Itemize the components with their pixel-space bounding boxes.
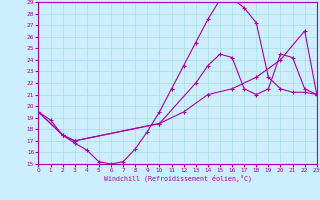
X-axis label: Windchill (Refroidissement éolien,°C): Windchill (Refroidissement éolien,°C) [104,175,252,182]
